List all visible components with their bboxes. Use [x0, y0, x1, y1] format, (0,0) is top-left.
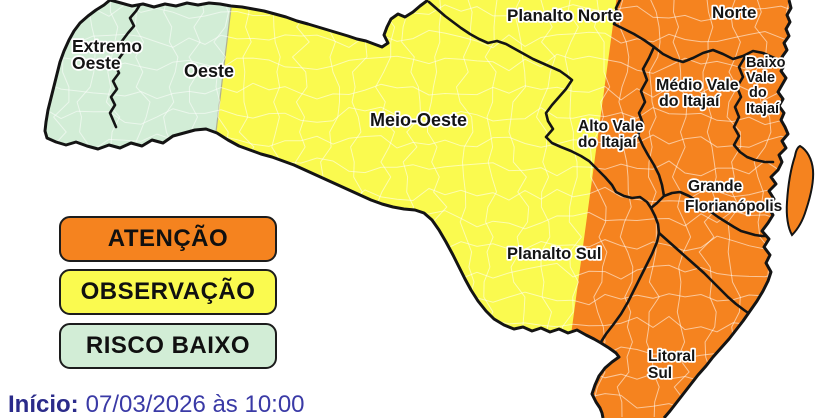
alert-start-time: Início: 07/03/2026 às 10:00 — [8, 391, 305, 418]
border-extremo-oeste — [108, 1, 143, 129]
region-label-oeste: Oeste — [184, 61, 234, 81]
border-grande-florianopolis-litoral-sul — [657, 231, 753, 317]
border-medio-vale-west — [636, 45, 666, 198]
region-label-alto-vale: do Itajaí — [578, 134, 637, 151]
region-label-grande-florianopolis: Florianópolis — [685, 198, 782, 215]
region-label-alto-vale: Alto Vale — [578, 118, 644, 135]
region-label-meio-oeste: Meio-Oeste — [370, 110, 467, 130]
region-label-baixo-vale: do — [749, 85, 767, 101]
region-labels: Extremo Oeste Oeste Meio-Oeste Planalto … — [70, 1, 787, 383]
region-label-litoral-sul: Litoral — [648, 348, 695, 365]
legend-item-risco-baixo: RISCO BAIXO — [59, 323, 277, 369]
border-medio-baixo-vale — [732, 55, 775, 164]
border-meio-oeste-planalto-norte — [427, 0, 769, 238]
legend-item-atencao: ATENÇÃO — [59, 216, 277, 262]
region-label-medio-vale: do Itajaí — [659, 93, 720, 110]
region-label-medio-vale: Médio Vale — [656, 77, 739, 94]
florianopolis-island — [785, 144, 815, 237]
region-label-litoral-sul: Sul — [648, 365, 672, 382]
region-label-baixo-vale: Vale — [746, 70, 775, 86]
region-label-baixo-vale: Baixo — [746, 55, 786, 71]
border-grande-florianopolis-west — [599, 206, 661, 344]
alert-polygon-edge — [214, 7, 232, 141]
region-label-baixo-vale: Itajaí — [746, 101, 780, 117]
alert-start-value: 07/03/2026 às 10:00 — [85, 391, 305, 418]
region-label-planalto-norte: Planalto Norte — [507, 6, 622, 25]
macro-region-borders — [108, 0, 781, 344]
alert-start-label: Início: — [8, 391, 79, 418]
region-label-extremo-oeste: Extremo — [72, 36, 142, 56]
border-norte-medio-vale — [612, 0, 781, 64]
region-label-planalto-sul: Planalto Sul — [507, 245, 601, 263]
state-outline — [43, 0, 793, 418]
legend-item-observacao: OBSERVAÇÃO — [59, 269, 277, 315]
region-label-norte: Norte — [712, 3, 756, 22]
region-label-grande-florianopolis: Grande — [688, 178, 743, 195]
region-label-extremo-oeste: Oeste — [72, 53, 121, 73]
